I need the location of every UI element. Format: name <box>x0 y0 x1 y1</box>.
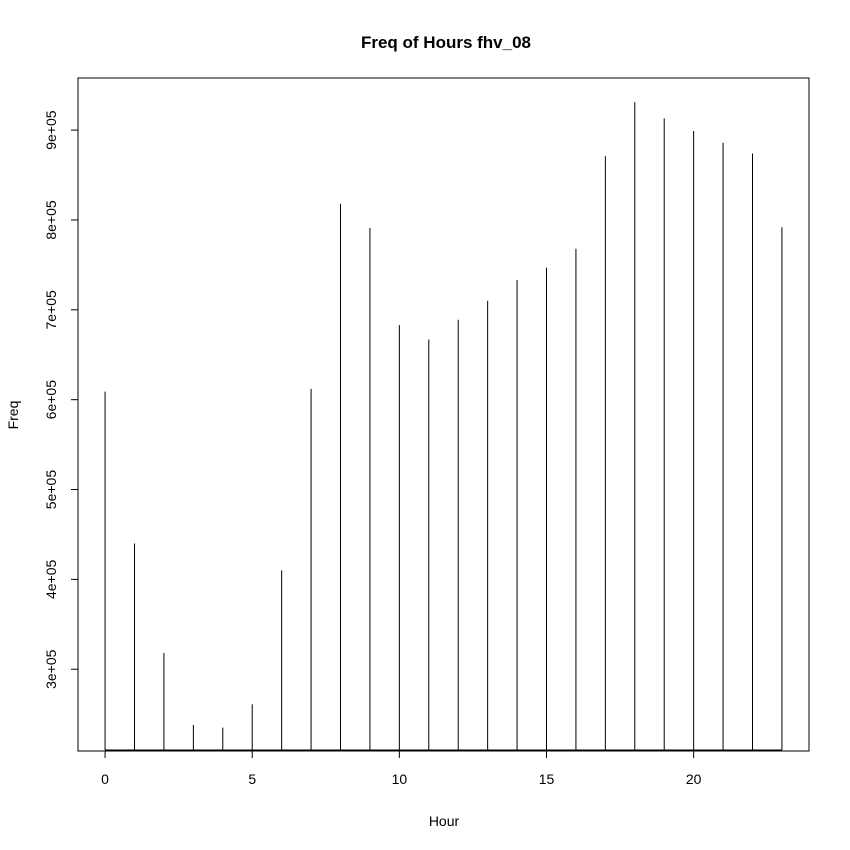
x-axis: 0 5 10 15 20 <box>101 750 702 787</box>
chart-title: Freq of Hours fhv_08 <box>361 33 531 52</box>
y-axis: 3e+05 4e+05 5e+05 6e+05 7e+05 8e+05 9e+05 <box>43 110 79 689</box>
y-tick-label: 4e+05 <box>43 560 59 600</box>
x-tick-label: 15 <box>539 771 555 787</box>
y-tick-label: 7e+05 <box>43 290 59 330</box>
y-axis-label: Freq <box>5 401 21 430</box>
x-tick-label: 10 <box>392 771 408 787</box>
x-axis-label: Hour <box>429 813 460 829</box>
x-tick-label: 0 <box>101 771 109 787</box>
y-tick-label: 8e+05 <box>43 200 59 240</box>
x-tick-label: 20 <box>686 771 702 787</box>
y-tick-label: 6e+05 <box>43 380 59 420</box>
y-tick-label: 9e+05 <box>43 110 59 150</box>
y-tick-label: 5e+05 <box>43 470 59 510</box>
data-series <box>104 102 783 751</box>
y-tick-label: 3e+05 <box>43 649 59 689</box>
plot-frame <box>77 77 810 752</box>
x-tick-label: 5 <box>248 771 256 787</box>
